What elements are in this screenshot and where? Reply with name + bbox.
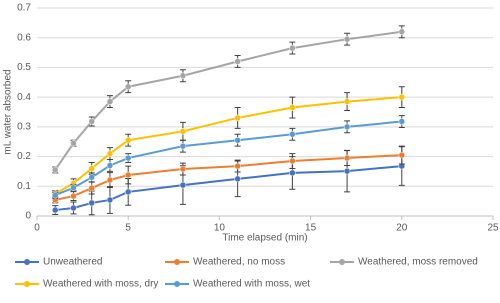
data-point — [398, 28, 406, 36]
y-tick-label: 0.3 — [17, 121, 31, 132]
data-point — [343, 154, 351, 162]
x-tick-label: 0 — [34, 223, 40, 234]
y-tick-label: 0.2 — [17, 151, 31, 162]
data-point — [289, 104, 296, 111]
data-point — [179, 142, 187, 150]
data-point — [124, 171, 132, 179]
data-point — [106, 150, 114, 157]
data-point — [124, 188, 132, 196]
legend-marker — [24, 259, 30, 265]
data-point — [124, 154, 132, 162]
data-point — [88, 118, 95, 125]
data-point — [289, 157, 296, 165]
series-line — [54, 120, 402, 197]
data-point — [343, 98, 351, 105]
x-axis-title: Time elapsed (min) — [222, 233, 307, 244]
data-point — [398, 151, 406, 159]
data-point — [179, 128, 187, 135]
y-tick-label: 0.7 — [17, 3, 31, 14]
data-point — [343, 167, 351, 175]
data-point — [398, 93, 406, 101]
data-point — [289, 169, 296, 177]
data-point — [51, 206, 59, 214]
legend-label: Unweathered — [43, 257, 102, 268]
data-point — [398, 118, 406, 125]
data-point — [106, 176, 114, 184]
data-point — [88, 165, 95, 172]
data-point — [234, 58, 241, 65]
y-tick-label: 0.6 — [17, 32, 31, 43]
data-point — [343, 123, 351, 131]
data-point — [179, 181, 187, 189]
data-point — [70, 192, 77, 200]
legend-label: Weathered, no moss — [193, 257, 285, 268]
data-point — [124, 136, 132, 144]
data-point — [234, 136, 241, 144]
data-point — [179, 165, 187, 173]
data-point — [106, 196, 114, 204]
legend-marker — [339, 259, 345, 265]
data-point — [88, 174, 95, 181]
y-tick-label: 0.4 — [17, 92, 31, 103]
legend-label: Weathered, moss removed — [358, 257, 478, 268]
y-tick-label: 0.1 — [17, 181, 31, 192]
series-line — [54, 96, 402, 195]
data-point — [234, 162, 241, 170]
series-line — [54, 30, 402, 171]
x-tick-label: 5 — [125, 223, 131, 234]
data-point — [234, 175, 241, 183]
data-point — [70, 204, 77, 212]
data-point — [179, 72, 187, 79]
x-tick-label: 15 — [305, 223, 317, 234]
y-axis-title: mL water absorbed — [3, 69, 14, 154]
data-point — [88, 184, 95, 192]
data-point — [289, 44, 296, 52]
data-point — [51, 166, 59, 174]
legend-label: Weathered with moss, wet — [193, 279, 310, 290]
legend-marker — [174, 259, 180, 265]
legend-label: Weathered with moss, dry — [43, 279, 158, 290]
data-point — [343, 35, 351, 43]
x-tick-label: 10 — [214, 223, 226, 234]
data-point — [124, 83, 132, 90]
data-point — [106, 98, 114, 105]
data-point — [88, 199, 95, 207]
data-point — [106, 162, 114, 169]
legend-marker — [174, 281, 180, 287]
data-point — [289, 131, 296, 138]
data-point — [70, 139, 77, 147]
series-line — [55, 154, 402, 201]
x-tick-label: 25 — [487, 223, 499, 234]
data-point — [234, 114, 241, 122]
data-point — [70, 184, 77, 192]
y-tick-label: 0.5 — [17, 62, 31, 73]
y-tick-label: 0 — [25, 211, 31, 222]
data-point — [51, 191, 59, 199]
series-line — [55, 165, 402, 212]
x-tick-label: 20 — [396, 223, 408, 234]
legend-marker — [24, 281, 30, 287]
